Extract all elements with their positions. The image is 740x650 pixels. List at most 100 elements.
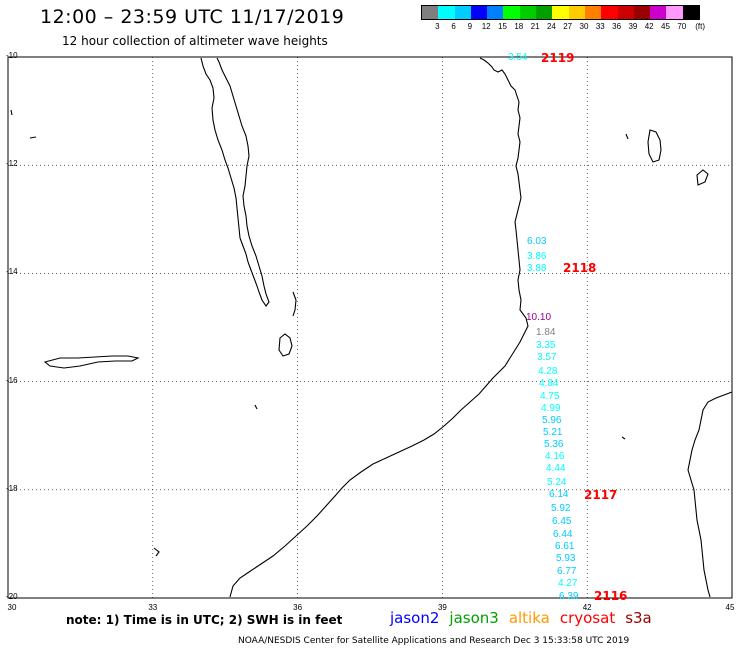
scale-swatch: [536, 6, 553, 19]
wave-height-label: 3.88: [527, 263, 547, 274]
satellite-legend-item: jason3: [449, 609, 499, 627]
wave-height-label: 6.77: [557, 566, 577, 577]
scale-label: 24: [546, 22, 556, 31]
lon-tick-label: 39: [437, 603, 447, 612]
small-islet-5: [153, 547, 160, 557]
wave-height-label: 5.92: [551, 503, 571, 514]
color-scale-swatches: [421, 5, 701, 20]
wave-height-label: 5.96: [542, 415, 562, 426]
units-note: note: 1) Time is in UTC; 2) SWH is in fe…: [66, 613, 343, 627]
pass-number-label: 2118: [563, 261, 597, 275]
scale-swatch: [503, 6, 520, 19]
scale-label: 33: [595, 22, 605, 31]
scale-swatch: [470, 6, 488, 19]
satellite-legend-item: altika: [508, 609, 550, 627]
lake-chilwa-outline: [292, 291, 297, 317]
color-scale-legend: 3 6 9 12 15 18 21 24 27 30 33 36 39 42 45 70 (ft): [421, 5, 705, 32]
wave-height-label: 4.44: [546, 463, 566, 474]
lake-kariba-outline: [43, 355, 140, 369]
lat-tick-label: -12: [6, 159, 18, 169]
pass-number-label: 2117: [584, 488, 618, 502]
scale-label: 15: [498, 22, 507, 31]
scale-label: 45: [661, 22, 670, 31]
satellite-legend-item: s3a: [625, 609, 652, 627]
scale-swatch: [666, 6, 683, 19]
wave-height-label: 5.93: [556, 553, 576, 564]
scale-label: 3: [435, 22, 440, 31]
scale-label: 36: [612, 22, 622, 31]
satellite-legend: jason2 jason3 altika cryosat s3a: [390, 609, 662, 627]
lat-tick-label: -16: [6, 375, 18, 385]
scale-label: 30: [579, 22, 589, 31]
scale-swatch: [487, 6, 504, 19]
wave-height-label: 6.44: [553, 529, 573, 540]
scale-swatch: [584, 6, 602, 19]
coastlines: [10, 57, 733, 598]
small-islet-6: [10, 109, 13, 116]
scale-label: 18: [514, 22, 524, 31]
scale-swatch: [438, 6, 455, 19]
credit-footer: NOAA/NESDIS Center for Satellite Applica…: [238, 636, 630, 646]
pass-number-label: 2119: [541, 51, 575, 65]
scale-label: 42: [644, 22, 654, 31]
wave-height-label: 3.54: [508, 52, 528, 63]
small-islet-1: [29, 136, 37, 139]
scale-swatch: [519, 6, 537, 19]
scale-label: 39: [628, 22, 638, 31]
lon-tick-label: 45: [725, 603, 735, 612]
lon-tick-label: 30: [7, 603, 17, 612]
wave-height-label: 3.86: [527, 251, 547, 262]
wave-height-label: 5.21: [543, 427, 563, 438]
map-frame: [7, 56, 733, 599]
scale-swatch: [633, 6, 651, 19]
mainland-coastline: [229, 57, 529, 598]
lat-tick-label: -14: [6, 267, 18, 277]
lake-malombe-outline: [278, 333, 293, 357]
scale-label: 6: [451, 22, 456, 31]
scale-swatch: [568, 6, 585, 19]
wave-height-label: 6.45: [552, 516, 572, 527]
lat-tick-label: -20: [6, 592, 18, 601]
wave-height-label: 6.61: [555, 541, 575, 552]
graticule: [8, 57, 732, 598]
wave-height-label: 1.84: [536, 327, 556, 338]
color-scale-labels: 3 6 9 12 15 18 21 24 27 30 33 36 39 42 45 70 (ft): [421, 20, 705, 32]
scale-label: 70: [677, 22, 687, 31]
scale-swatch: [601, 6, 618, 19]
wave-height-label: 4.84: [539, 378, 559, 389]
lat-tick-label: -10: [6, 51, 18, 60]
map-subtitle: 12 hour collection of altimeter wave hei…: [62, 34, 328, 48]
satellite-legend-item: jason2: [390, 609, 440, 627]
scale-swatch: [650, 6, 667, 19]
scale-swatch: [454, 6, 471, 19]
lon-tick-label: 36: [293, 603, 303, 612]
scale-label: 21: [530, 22, 540, 31]
small-islet-4: [621, 436, 626, 440]
wave-height-label: 5.36: [544, 439, 564, 450]
wave-height-label: 4.16: [545, 451, 565, 462]
scale-swatch: [422, 6, 439, 19]
scale-label: 9: [467, 22, 473, 31]
comoros-island: [647, 129, 662, 163]
mayotte-island: [696, 169, 709, 186]
satellite-legend-item: cryosat: [559, 609, 616, 627]
lon-tick-label: 33: [148, 603, 158, 612]
scale-swatch: [682, 6, 700, 19]
scale-label: 12: [481, 22, 491, 31]
wave-height-label: 6.03: [527, 236, 547, 247]
map-title: 12:00 – 23:59 UTC 11/17/2019: [40, 6, 345, 28]
wave-height-label: 5.24: [547, 477, 567, 488]
lake-malawi-outline: [200, 57, 270, 307]
scale-swatch: [617, 6, 634, 19]
scale-swatch: [552, 6, 569, 19]
scale-label: (ft): [695, 22, 705, 31]
wave-height-label: 6.14: [549, 489, 569, 500]
lat-tick-label: -18: [6, 483, 18, 493]
small-islet-2: [625, 133, 629, 140]
lon-tick-label: 42: [582, 603, 592, 612]
wave-height-label: 4.27: [558, 578, 578, 589]
wave-height-label: 6.39: [559, 591, 579, 602]
wave-height-label: 4.28: [538, 366, 558, 377]
wave-height-label: 3.57: [537, 352, 557, 363]
